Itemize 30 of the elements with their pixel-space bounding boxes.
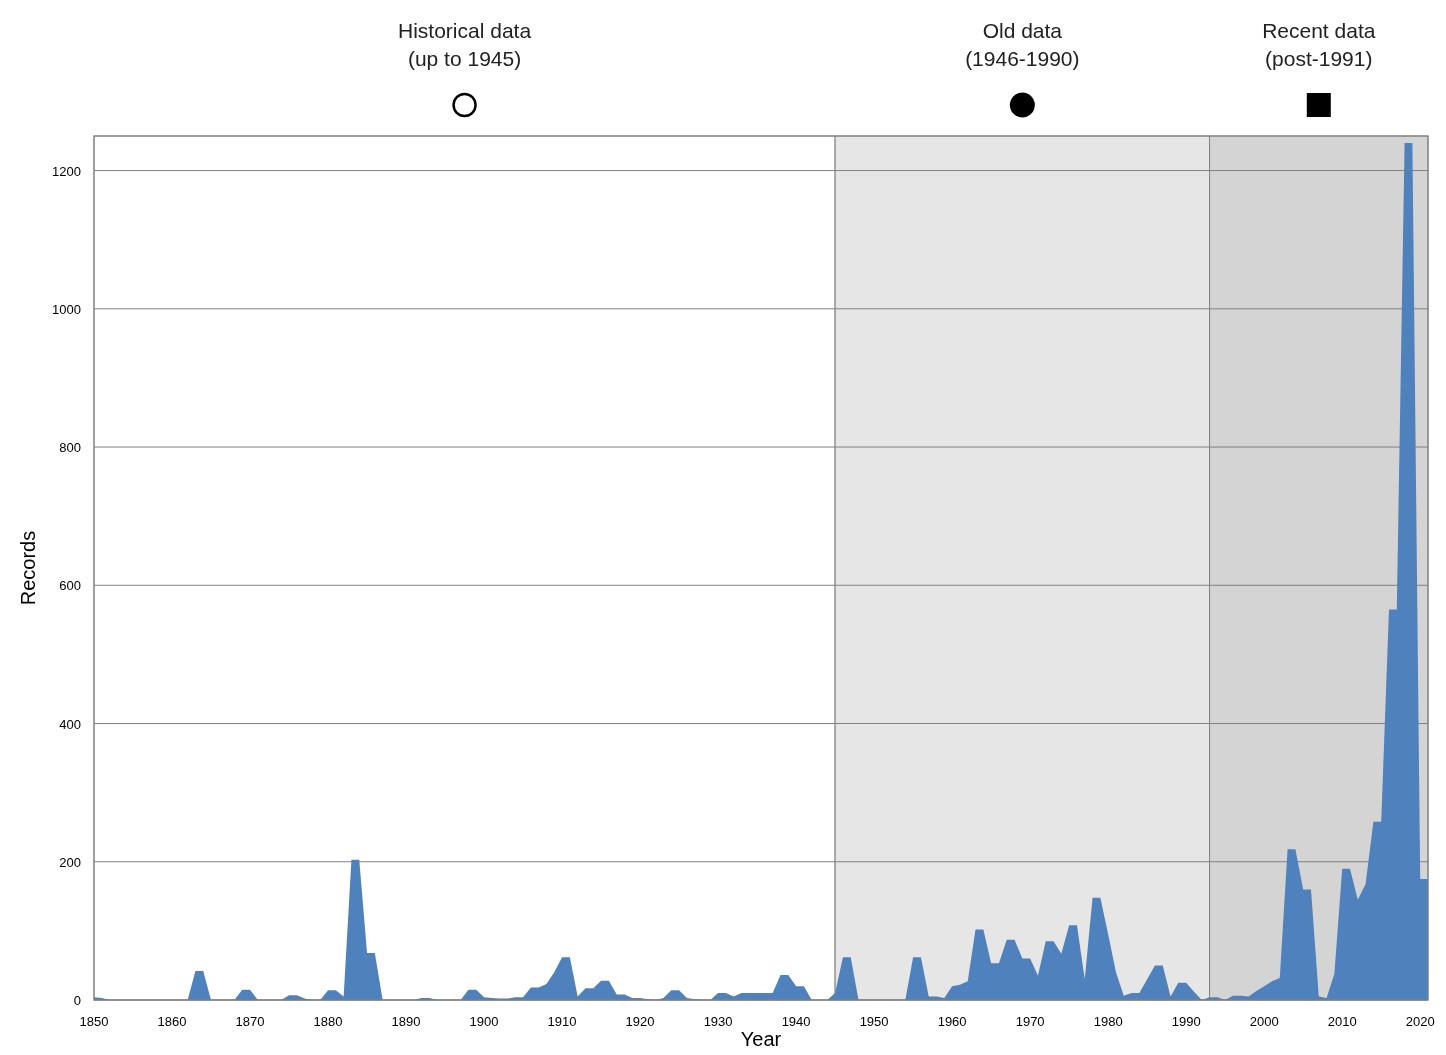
x-tick-label: 1870: [235, 1014, 265, 1029]
x-tick-label: 1860: [157, 1014, 187, 1029]
x-tick-label: 1880: [313, 1014, 343, 1029]
y-tick-label: 600: [59, 578, 81, 594]
y-tick-label: 1000: [52, 301, 81, 317]
x-tick-label: 2010: [1327, 1014, 1357, 1029]
text: Recent data (post-1991): [1262, 19, 1376, 70]
x-axis-title: Year: [740, 1028, 782, 1050]
y-tick-label: 800: [59, 440, 81, 456]
text: Historical data (up to 1945): [398, 19, 532, 70]
x-tick-label: 1850: [79, 1014, 109, 1029]
x-tick-label: 1900: [469, 1014, 499, 1029]
x-tick-label: 1940: [781, 1014, 811, 1029]
x-tick-label: 1890: [391, 1014, 421, 1029]
x-tick-label: 1970: [1015, 1014, 1045, 1029]
y-tick-label: 200: [59, 854, 81, 870]
y-tick-label: 0: [73, 993, 81, 1008]
x-tick-label: 1910: [547, 1014, 577, 1029]
y-tick-label: 1200: [52, 163, 81, 179]
x-tick-label: 2000: [1249, 1014, 1279, 1029]
x-tick-label: 1930: [703, 1014, 733, 1029]
y-tick-label: 400: [59, 716, 81, 732]
x-tick-label: 1920: [625, 1014, 655, 1029]
text: Old data (1946-1990): [965, 19, 1080, 70]
x-tick-label: 1980: [1093, 1014, 1123, 1029]
x-tick-label: 1960: [937, 1014, 967, 1029]
x-tick-label: 1950: [859, 1014, 889, 1029]
x-tick-label: 2020: [1405, 1014, 1435, 1029]
y-axis-title: Records: [17, 530, 39, 606]
x-tick-label: 1990: [1171, 1014, 1201, 1029]
